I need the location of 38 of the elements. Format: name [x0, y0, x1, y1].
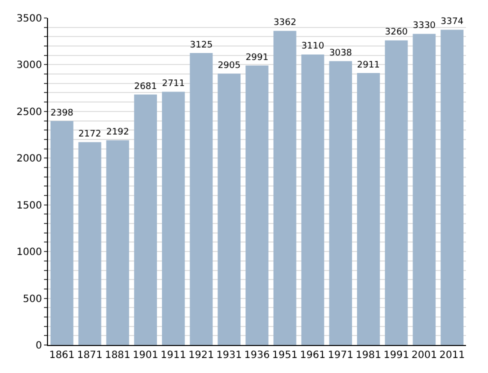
x-tick-label: 1871 [77, 350, 103, 361]
data-label: 3125 [190, 40, 213, 50]
x-tick-label: 2001 [411, 350, 437, 361]
x-tick-label: 1931 [216, 350, 242, 361]
data-label: 2681 [134, 82, 157, 92]
data-label: 2711 [162, 79, 185, 90]
x-tick-label: 1971 [328, 350, 354, 361]
y-tick-label: 2500 [16, 106, 42, 118]
x-tick-label: 1911 [160, 350, 186, 361]
data-label: 2905 [218, 60, 241, 71]
data-label: 3038 [329, 48, 352, 58]
y-tick-label: 500 [22, 294, 42, 305]
y-tick-label: 1500 [16, 200, 42, 212]
x-tick-label: 1951 [272, 350, 298, 361]
x-tick-label: 1991 [384, 350, 410, 361]
x-tick-label: 1936 [244, 350, 270, 361]
y-tick-label: 0 [36, 340, 42, 352]
data-label: 3110 [301, 42, 324, 52]
x-tick-label: 1861 [49, 350, 75, 361]
data-label: 2991 [246, 52, 268, 63]
y-tick-label: 1000 [16, 247, 42, 258]
y-tick-label: 3500 [16, 14, 42, 24]
data-label: 2398 [50, 108, 74, 118]
x-tick-label: 1981 [356, 350, 382, 361]
data-label: 2911 [357, 60, 380, 70]
x-tick-label: 1921 [188, 350, 214, 361]
x-tick-label: 1881 [104, 350, 130, 361]
data-label: 3330 [412, 21, 436, 32]
data-label: 3362 [273, 18, 296, 28]
data-label: 3374 [440, 17, 464, 28]
y-tick-label: 3000 [16, 60, 42, 72]
x-tick-label: 1901 [132, 350, 158, 361]
x-tick-label: 2011 [439, 350, 465, 361]
data-label: 2192 [106, 128, 130, 138]
data-label: 2172 [78, 129, 102, 140]
x-tick-label: 1961 [300, 350, 326, 361]
y-tick-label: 2000 [16, 154, 42, 165]
data-label: 3260 [384, 28, 408, 38]
